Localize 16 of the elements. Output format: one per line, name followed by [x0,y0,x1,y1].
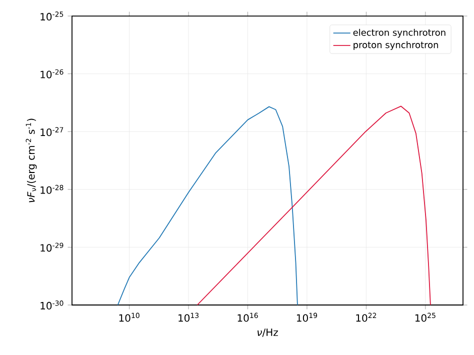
x-tick-label: 10$^{22}$ [356,312,376,322]
y-axis-title: νF$_{ν}$/(erg cm$^{-2}$ s$^{-1}$) [26,118,37,202]
y-tick-label: 10$^{-25}$ [40,12,64,20]
x-tick-label: 10$^{25}$ [415,312,436,322]
y-tick-label: 10$^{-26}$ [40,69,64,78]
x-tick-label: 10$^{16}$ [238,312,258,322]
legend-label: proton synchrotron [354,41,438,50]
y-tick-label: 10$^{-28}$ [40,184,64,194]
y-tick-label: 10$^{-29}$ [40,242,64,252]
x-tick-label: 10$^{19}$ [297,312,318,322]
x-axis-title: ν/Hz [258,328,278,337]
y-tick-label: 10$^{-30}$ [40,300,64,310]
y-tick-label: 10$^{-27}$ [40,127,64,136]
x-tick-label: 10$^{10}$ [119,312,140,322]
x-tick-label: 10$^{13}$ [178,312,199,322]
legend-label: electron synchrotron [353,28,446,38]
